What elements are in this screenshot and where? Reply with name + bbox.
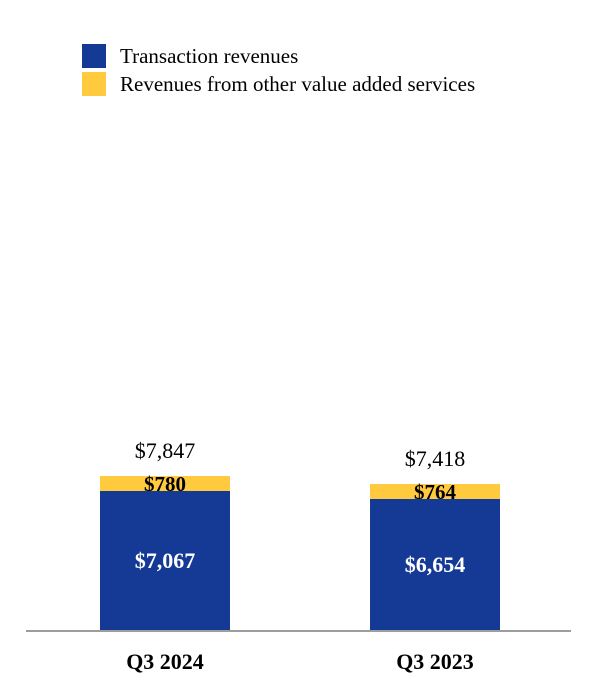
bar-group-q3-2024: $7,847 $780 $7,067 — [100, 438, 230, 630]
x-axis-line — [26, 630, 571, 632]
total-value-label-q3-2024: $7,847 — [134, 438, 196, 463]
segment-value-label: $6,654 — [404, 551, 466, 577]
legend-item-other-value-added-services: Revenues from other value added services — [82, 72, 475, 96]
total-value-label-q3-2023: $7,418 — [404, 446, 466, 471]
legend-label-transaction-revenues: Transaction revenues — [120, 44, 299, 68]
chart-legend: Transaction revenues Revenues from other… — [82, 44, 475, 100]
legend-item-transaction-revenues: Transaction revenues — [82, 44, 475, 68]
bar-group-q3-2023: $7,418 $764 $6,654 — [370, 446, 500, 630]
category-label-q3-2024: Q3 2024 — [126, 649, 204, 674]
legend-label-other-value-added-services: Revenues from other value added services — [120, 72, 476, 96]
other-services-segment-q3-2023: $764 — [370, 480, 500, 504]
segment-value-label: $7,067 — [134, 547, 196, 573]
other-value-added-services-swatch-icon — [82, 72, 106, 96]
other-services-segment-q3-2024: $780 — [100, 472, 230, 496]
transaction-revenues-segment-q3-2023: $6,654 — [370, 499, 500, 630]
category-label-q3-2023: Q3 2023 — [396, 649, 474, 674]
transaction-revenues-swatch-icon — [82, 44, 106, 68]
transaction-revenues-segment-q3-2024: $7,067 — [100, 491, 230, 630]
